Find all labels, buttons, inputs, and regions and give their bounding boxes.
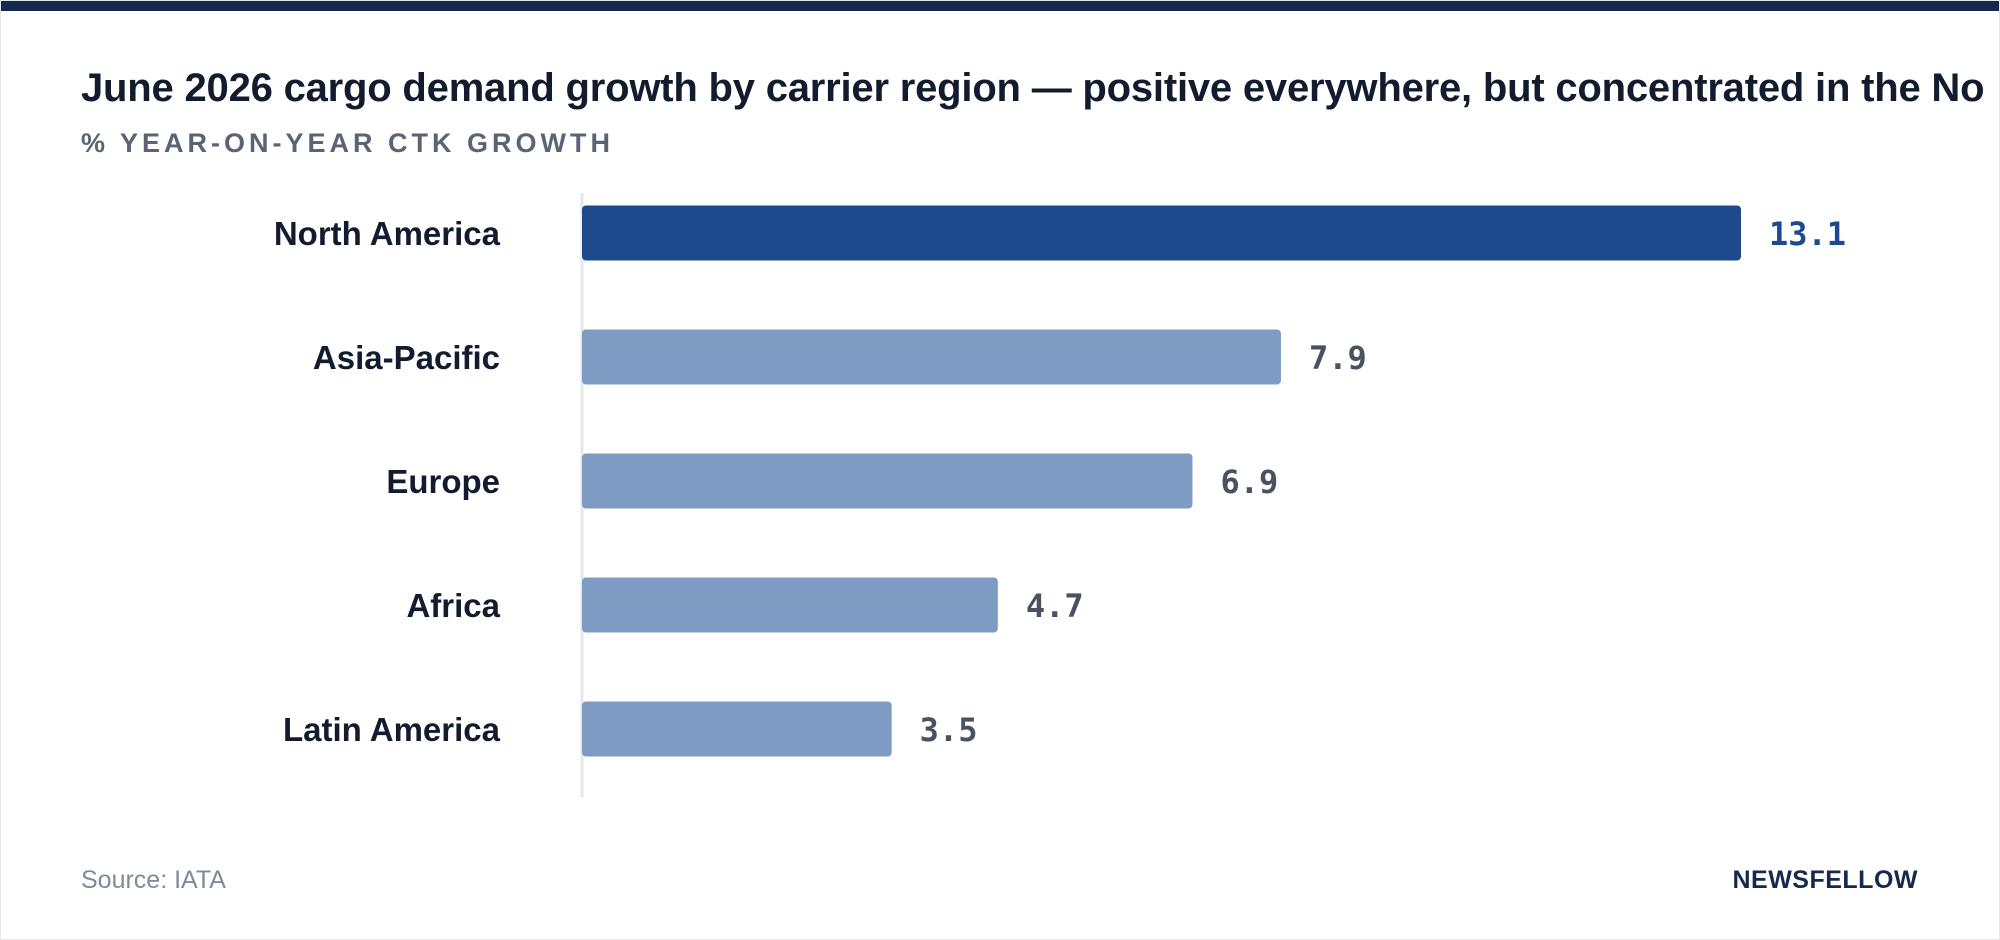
value-label: 6.9 <box>1220 463 1278 501</box>
bars-group: North America 13.1 Asia-Pacific 7.9 Europe 6.… <box>274 205 1846 757</box>
bar <box>582 453 1193 509</box>
category-label: North America <box>274 215 501 252</box>
brand-logo: NEWSFELLOW <box>1732 866 1918 894</box>
chart-title: June 2026 cargo demand growth by carrier… <box>81 66 1985 110</box>
category-label: Africa <box>406 587 500 624</box>
bar-chart: North America 13.1 Asia-Pacific 7.9 Europe 6.… <box>274 193 1846 797</box>
top-accent-bar <box>1 1 1999 11</box>
category-label: Asia-Pacific <box>313 339 500 376</box>
bar <box>582 577 998 633</box>
value-label: 3.5 <box>920 711 978 749</box>
source-note: Source: IATA <box>81 866 226 894</box>
chart-subtitle: % YEAR-ON-YEAR CTK GROWTH <box>81 128 615 158</box>
bar <box>582 205 1741 261</box>
value-label: 13.1 <box>1769 215 1846 253</box>
category-label: Latin America <box>283 711 501 748</box>
bar <box>582 701 892 757</box>
value-label: 4.7 <box>1026 587 1084 625</box>
value-label: 7.9 <box>1309 339 1367 377</box>
category-label: Europe <box>386 463 500 500</box>
bar <box>582 329 1281 385</box>
